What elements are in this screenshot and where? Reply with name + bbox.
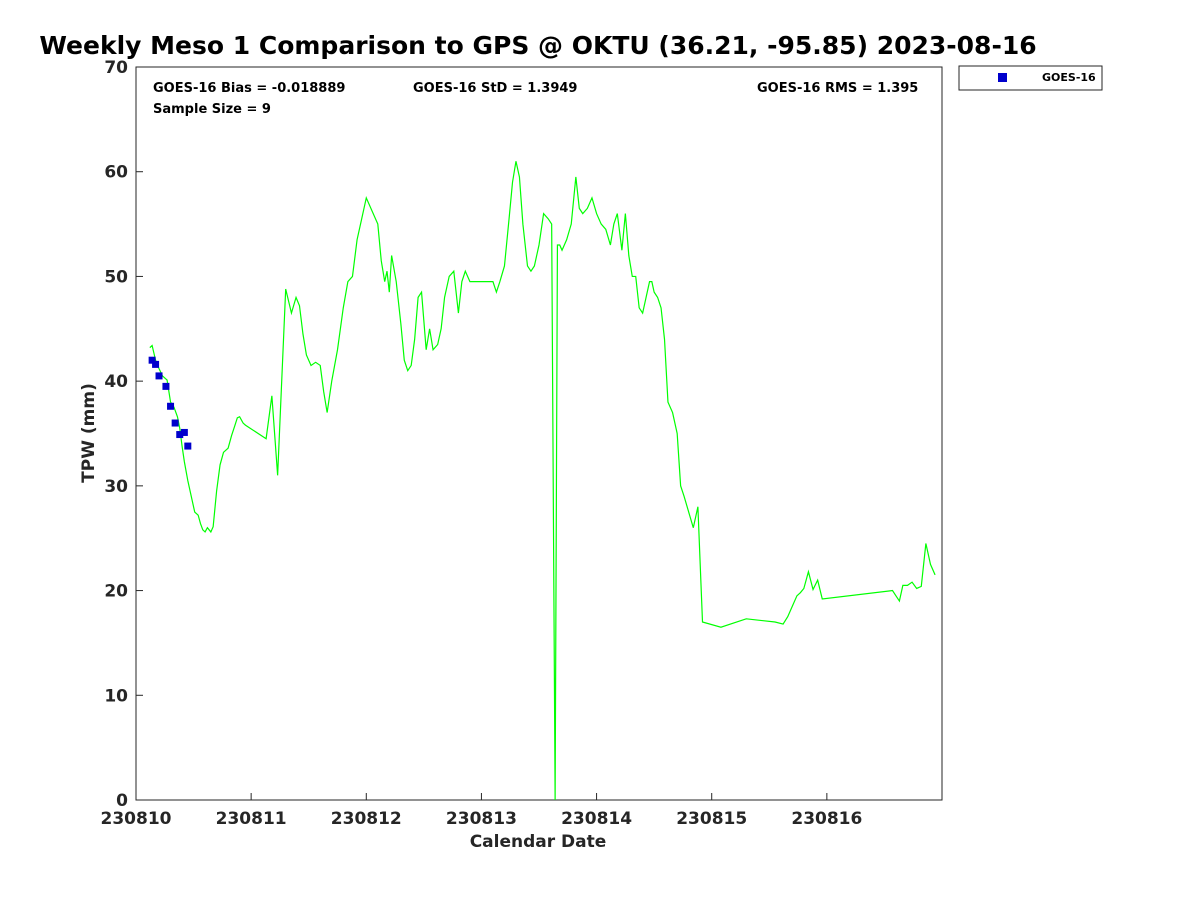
- goes-data-point: [155, 372, 163, 380]
- y-axis-label: TPW (mm): [79, 383, 99, 483]
- bias-stat: GOES-16 Bias = -0.018889: [153, 81, 345, 96]
- plot-area: 0 10 20 30 40 50 60 70 230810 230811 230812 230813…: [101, 58, 943, 829]
- y-tick-label: 30: [104, 477, 128, 497]
- y-tick-label: 10: [104, 686, 128, 706]
- x-tick-label: 230811: [216, 809, 287, 829]
- y-tick-label: 0: [116, 791, 128, 811]
- x-ticks: 230810 230811 230812 230813 230814 230815 2308…: [101, 793, 862, 829]
- legend-box: [958, 65, 1103, 91]
- gps-series-line: [149, 161, 936, 801]
- goes-series-markers: [148, 356, 192, 450]
- goes-data-point: [171, 419, 179, 427]
- x-tick-label: 230815: [676, 809, 747, 829]
- rms-stat: GOES-16 RMS = 1.395: [757, 81, 918, 96]
- x-tick-label: 230813: [446, 809, 517, 829]
- y-tick-label: 50: [104, 267, 128, 287]
- legend-goes-label: GOES-16: [1042, 71, 1096, 84]
- x-tick-label: 230814: [561, 809, 632, 829]
- x-tick-label: 230810: [101, 809, 172, 829]
- y-tick-label: 60: [104, 163, 128, 183]
- chart-title: Weekly Meso 1 Comparison to GPS @ OKTU (…: [39, 31, 1036, 60]
- sample-size-stat: Sample Size = 9: [153, 102, 271, 117]
- goes-data-point: [148, 356, 156, 364]
- legend: GOES-16: [958, 65, 1103, 91]
- y-tick-label: 40: [104, 372, 128, 392]
- y-tick-label: 20: [104, 582, 128, 602]
- plot-frame: [135, 66, 943, 801]
- goes-data-point: [152, 360, 160, 368]
- goes-data-point: [176, 431, 184, 439]
- y-ticks: 0 10 20 30 40 50 60 70: [104, 58, 143, 811]
- y-tick-label: 70: [104, 58, 128, 78]
- x-tick-label: 230812: [331, 809, 402, 829]
- std-stat: GOES-16 StD = 1.3949: [413, 81, 577, 96]
- goes-data-point: [162, 382, 170, 390]
- goes-data-point: [180, 428, 188, 436]
- goes-data-point: [167, 402, 175, 410]
- goes-data-point: [184, 442, 192, 450]
- x-axis-label: Calendar Date: [470, 832, 607, 852]
- x-tick-label: 230816: [791, 809, 862, 829]
- legend-goes-marker: [998, 73, 1007, 82]
